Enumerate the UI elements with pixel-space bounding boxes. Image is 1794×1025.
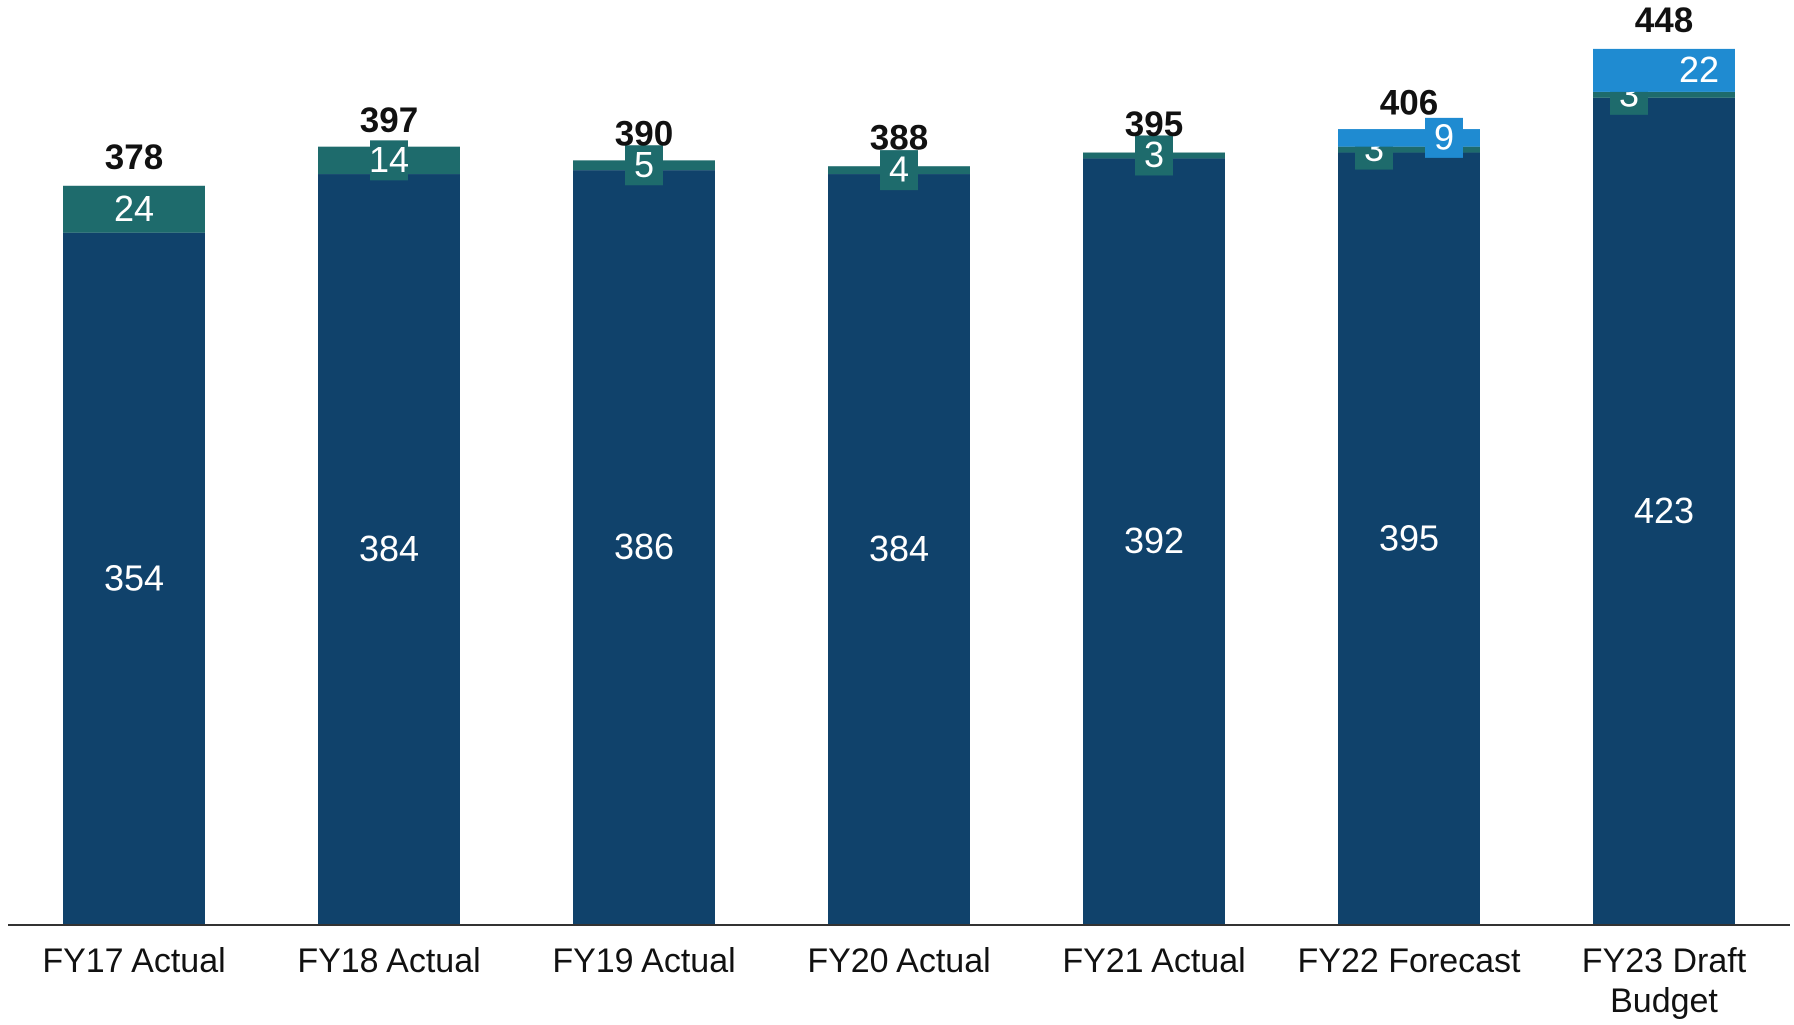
segment-label: 423	[1634, 490, 1694, 531]
bar-segment	[1593, 48, 1735, 92]
segment-label: 9	[1434, 116, 1454, 157]
total-label: 448	[1635, 1, 1693, 40]
bar-segment	[1593, 97, 1735, 925]
bar-segment	[1083, 158, 1225, 925]
label-box	[625, 145, 663, 186]
total-label: 406	[1380, 83, 1438, 122]
total-label: 390	[615, 115, 673, 154]
segment-label: 354	[104, 557, 164, 598]
segment-label: 24	[114, 188, 154, 229]
segment-label: 4	[889, 149, 909, 190]
x-tick-label: FY18 Actual	[297, 942, 481, 980]
x-tick-label: FY22 Forecast	[1297, 942, 1521, 980]
bar-segment	[1338, 152, 1480, 926]
segment-label: 386	[614, 526, 674, 567]
label-box	[370, 140, 408, 181]
label-box	[880, 150, 918, 191]
segment-label: 384	[359, 528, 419, 569]
segment-label: 22	[1679, 49, 1719, 90]
x-tick-label: FY23 Draft Budget	[1581, 942, 1747, 1020]
x-tick-label: FY19 Actual	[552, 942, 736, 980]
x-tick-label: FY17 Actual	[42, 942, 226, 980]
bar-segment	[63, 185, 205, 233]
segment-label: 3	[1144, 134, 1164, 175]
segment-label: 14	[369, 139, 409, 180]
total-label: 395	[1125, 105, 1183, 144]
segment-label: 5	[634, 144, 654, 185]
total-label: 397	[360, 101, 418, 140]
bar-segment	[1338, 146, 1480, 153]
segment-label: 384	[869, 528, 929, 569]
x-tick-label: FY21 Actual	[1062, 942, 1246, 980]
total-label: 388	[870, 118, 928, 157]
bar-segment	[1593, 91, 1735, 98]
x-tick-label: FY20 Actual	[807, 942, 991, 980]
label-box	[1135, 135, 1173, 176]
segment-label: 392	[1124, 520, 1184, 561]
total-label: 378	[105, 138, 163, 177]
bar-segment	[63, 232, 205, 926]
segment-label: 395	[1379, 517, 1439, 558]
bar-segment	[573, 170, 715, 925]
bar-segment	[318, 174, 460, 925]
bar-segment	[828, 174, 970, 925]
label-box	[1425, 117, 1463, 158]
